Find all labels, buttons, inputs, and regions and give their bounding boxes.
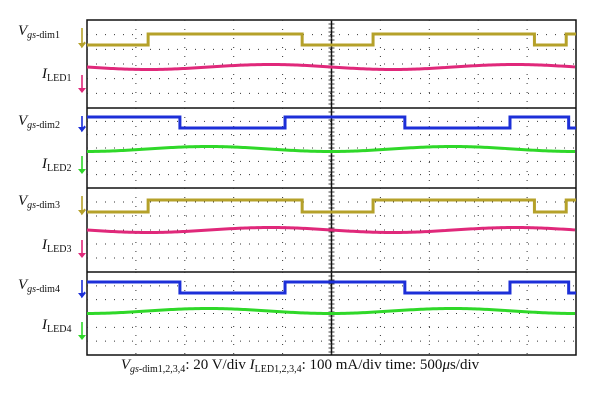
vgs-trace bbox=[87, 115, 576, 130]
vgs-dim4-label: Vgs-dim4 bbox=[18, 277, 60, 295]
vgs-trace bbox=[87, 280, 576, 295]
vgs-dim3-label: Vgs-dim3 bbox=[18, 193, 60, 211]
vgs-dim1-label: Vgs-dim1 bbox=[18, 23, 60, 41]
iled2-label: ILED2 bbox=[42, 156, 72, 174]
iled-trace bbox=[86, 307, 575, 315]
vgs-dim2-label: Vgs-dim2 bbox=[18, 113, 60, 131]
iled-ground-arrow bbox=[78, 335, 86, 340]
iled1-label: ILED1 bbox=[42, 66, 72, 84]
iled-ground-arrow bbox=[78, 88, 86, 93]
iled-trace bbox=[86, 145, 575, 153]
vgs-trace bbox=[87, 32, 576, 47]
iled-trace bbox=[86, 63, 576, 71]
vgs-ground-arrow bbox=[78, 210, 86, 215]
iled-ground-arrow bbox=[78, 169, 86, 174]
scale-caption: Vgs-dim1,2,3,4: 20 V/div ILED1,2,3,4: 10… bbox=[120, 357, 480, 375]
iled-ground-arrow bbox=[78, 253, 86, 258]
iled4-label: ILED4 bbox=[42, 317, 72, 335]
vgs-ground-arrow bbox=[78, 293, 86, 298]
iled3-label: ILED3 bbox=[42, 237, 72, 255]
iled-trace bbox=[86, 226, 576, 234]
vgs-ground-arrow bbox=[78, 43, 86, 48]
vgs-ground-arrow bbox=[78, 127, 86, 132]
vgs-trace bbox=[87, 198, 576, 214]
